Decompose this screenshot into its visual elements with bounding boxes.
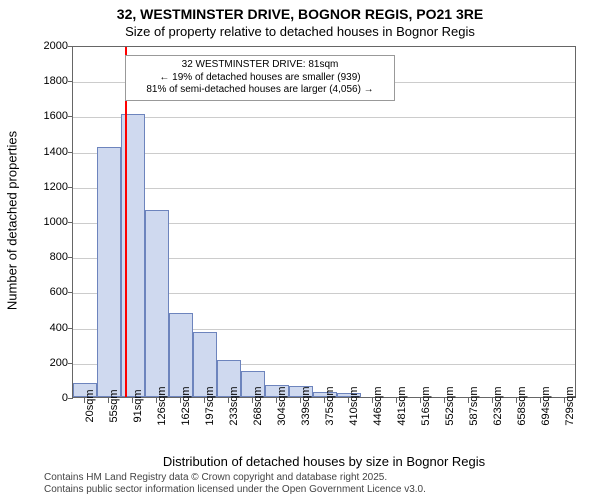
y-tick-label: 1600 — [44, 110, 68, 122]
y-tick-label: 800 — [50, 251, 68, 263]
x-tick-label: 197sqm — [204, 386, 216, 425]
x-tick-label: 20sqm — [84, 389, 96, 422]
y-tick-label: 1400 — [44, 146, 68, 158]
y-tick-label: 2000 — [44, 40, 68, 52]
histogram-bar — [145, 210, 169, 397]
footer-line2: Contains public sector information licen… — [44, 484, 600, 496]
footer-line1: Contains HM Land Registry data © Crown c… — [44, 472, 600, 484]
x-tick-label: 587sqm — [468, 386, 480, 425]
chart-title: 32, WESTMINSTER DRIVE, BOGNOR REGIS, PO2… — [0, 6, 600, 22]
y-tick-container: 0200400600800100012001400160018002000 — [0, 46, 72, 398]
chart-subtitle: Size of property relative to detached ho… — [0, 24, 600, 39]
x-tick-label: 481sqm — [396, 386, 408, 425]
x-tick-label: 233sqm — [228, 386, 240, 425]
y-tick-label: 600 — [50, 286, 68, 298]
y-tick-label: 200 — [50, 357, 68, 369]
x-tick-label: 623sqm — [492, 386, 504, 425]
plot-area: 32 WESTMINSTER DRIVE: 81sqm ← 19% of det… — [72, 46, 576, 398]
annotation-line3: 81% of semi-detached houses are larger (… — [132, 84, 388, 97]
x-tick-label: 446sqm — [372, 386, 384, 425]
x-tick-label: 658sqm — [516, 386, 528, 425]
x-tick-label: 304sqm — [276, 386, 288, 425]
x-tick-label: 268sqm — [252, 386, 264, 425]
footer-attribution: Contains HM Land Registry data © Crown c… — [44, 472, 600, 496]
x-axis-title: Distribution of detached houses by size … — [72, 454, 576, 469]
histogram-bar — [169, 313, 193, 397]
x-tick-label: 339sqm — [300, 386, 312, 425]
x-tick-label: 126sqm — [156, 386, 168, 425]
x-tick-label: 375sqm — [324, 386, 336, 425]
x-tick-label: 552sqm — [444, 386, 456, 425]
annotation-line2: ← 19% of detached houses are smaller (93… — [132, 72, 388, 85]
grid-line — [73, 117, 575, 118]
x-tick-label: 410sqm — [348, 386, 360, 425]
x-tick-label: 162sqm — [180, 386, 192, 425]
histogram-bar — [97, 147, 121, 397]
grid-line — [73, 153, 575, 154]
x-tick-label: 91sqm — [132, 389, 144, 422]
x-tick-container: 20sqm55sqm91sqm126sqm162sqm197sqm233sqm2… — [72, 398, 576, 458]
x-tick-label: 729sqm — [564, 386, 576, 425]
annotation-box: 32 WESTMINSTER DRIVE: 81sqm ← 19% of det… — [125, 55, 395, 101]
grid-line — [73, 188, 575, 189]
y-tick-label: 1000 — [44, 216, 68, 228]
y-tick-label: 1200 — [44, 181, 68, 193]
y-tick-label: 400 — [50, 322, 68, 334]
x-tick-label: 55sqm — [108, 389, 120, 422]
x-tick-label: 516sqm — [420, 386, 432, 425]
annotation-line1: 32 WESTMINSTER DRIVE: 81sqm — [132, 59, 388, 72]
y-tick-label: 1800 — [44, 75, 68, 87]
x-tick-label: 694sqm — [540, 386, 552, 425]
